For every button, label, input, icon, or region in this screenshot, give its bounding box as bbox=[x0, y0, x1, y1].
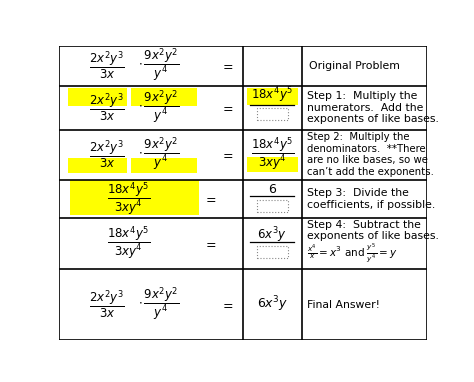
Text: Final Answer!: Final Answer! bbox=[307, 300, 380, 310]
Bar bbox=[131, 158, 197, 173]
Text: $\dfrac{18x^4y^5}{3xy^4}$: $\dfrac{18x^4y^5}{3xy^4}$ bbox=[108, 225, 151, 262]
Bar bbox=[257, 246, 288, 258]
Text: Step 3:  Divide the
coefficients, if possible.: Step 3: Divide the coefficients, if poss… bbox=[307, 188, 436, 210]
Text: $18x^4y^5$: $18x^4y^5$ bbox=[251, 86, 293, 105]
Text: $\dfrac{18x^4y^5}{3xy^4}$: $\dfrac{18x^4y^5}{3xy^4}$ bbox=[251, 136, 294, 173]
Text: $\cdot\,\dfrac{9x^2y^2}{y^4}$: $\cdot\,\dfrac{9x^2y^2}{y^4}$ bbox=[138, 136, 179, 173]
Text: $6$: $6$ bbox=[268, 183, 277, 196]
Text: $6x^3y$: $6x^3y$ bbox=[257, 225, 287, 244]
Text: $=$: $=$ bbox=[219, 298, 233, 311]
Text: $=$: $=$ bbox=[203, 237, 217, 250]
Text: $\cdot\,\dfrac{9x^2y^2}{y^4}$: $\cdot\,\dfrac{9x^2y^2}{y^4}$ bbox=[138, 286, 179, 324]
Text: Step 1:  Multiply the
numerators.  Add the
exponents of like bases.: Step 1: Multiply the numerators. Add the… bbox=[307, 91, 439, 124]
Text: $\dfrac{2x^2y^3}{3x}$: $\dfrac{2x^2y^3}{3x}$ bbox=[89, 91, 125, 124]
Bar bbox=[70, 180, 199, 215]
Text: $\cdot\,\dfrac{9x^2y^2}{y^4}$: $\cdot\,\dfrac{9x^2y^2}{y^4}$ bbox=[138, 89, 179, 126]
Bar bbox=[257, 200, 288, 212]
Text: Step 4:  Subtract the
exponents of like bases.: Step 4: Subtract the exponents of like b… bbox=[307, 220, 439, 241]
Text: $=$: $=$ bbox=[219, 59, 233, 72]
Bar bbox=[68, 89, 127, 105]
Text: $=$: $=$ bbox=[219, 148, 233, 161]
Text: Step 2:  Multiply the
denominators.  **There
are no like bases, so we
can’t add : Step 2: Multiply the denominators. **The… bbox=[307, 132, 434, 177]
Bar bbox=[131, 89, 197, 105]
Text: $\dfrac{2x^2y^3}{3x}$: $\dfrac{2x^2y^3}{3x}$ bbox=[89, 50, 125, 82]
Text: $\dfrac{18x^4y^5}{3xy^4}$: $\dfrac{18x^4y^5}{3xy^4}$ bbox=[108, 180, 151, 217]
Bar bbox=[246, 157, 298, 172]
Bar bbox=[257, 108, 288, 120]
Text: $\dfrac{2x^2y^3}{3x}$: $\dfrac{2x^2y^3}{3x}$ bbox=[89, 288, 125, 321]
Text: $6x^3y$: $6x^3y$ bbox=[256, 295, 288, 314]
Text: $\frac{x^4}{x} = x^3$ and $\frac{y^5}{y^4} = y$: $\frac{x^4}{x} = x^3$ and $\frac{y^5}{y^… bbox=[307, 241, 398, 265]
Text: $\dfrac{2x^2y^3}{3x}$: $\dfrac{2x^2y^3}{3x}$ bbox=[89, 139, 125, 171]
Text: Original Problem: Original Problem bbox=[309, 61, 400, 71]
Bar bbox=[246, 87, 298, 105]
Bar bbox=[68, 158, 127, 173]
Text: $\cdot\,\dfrac{9x^2y^2}{y^4}$: $\cdot\,\dfrac{9x^2y^2}{y^4}$ bbox=[138, 47, 179, 84]
Text: $=$: $=$ bbox=[203, 192, 217, 205]
Text: $=$: $=$ bbox=[219, 101, 233, 114]
